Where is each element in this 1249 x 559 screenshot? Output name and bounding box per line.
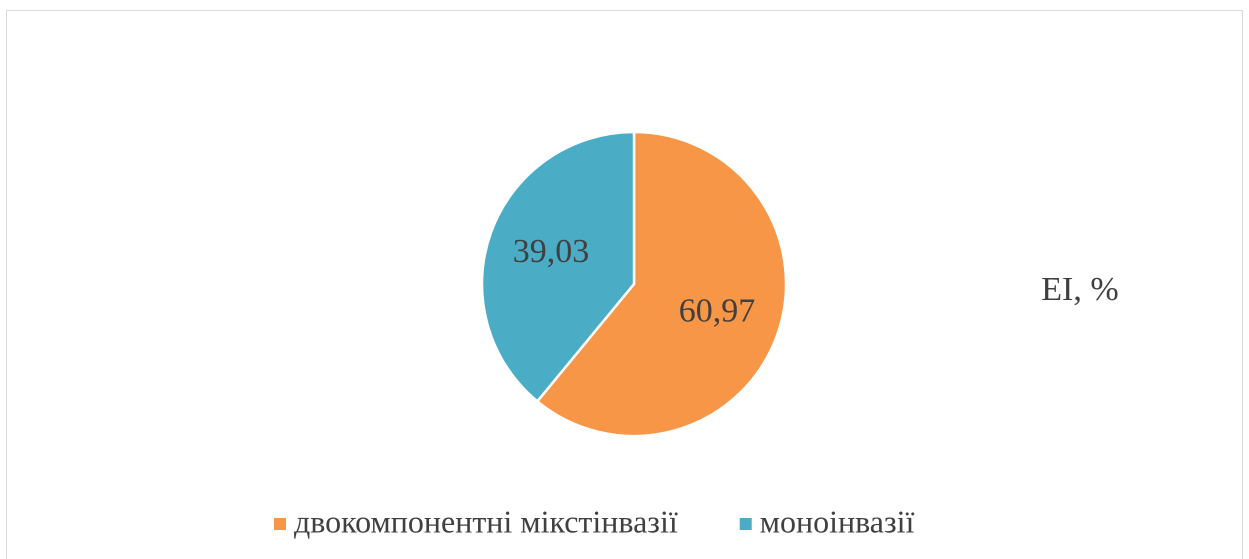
legend-marker [739,518,752,530]
legend-marker [274,518,286,530]
data-label: 39,03 [513,233,590,270]
pie-slice [480,130,636,404]
chart-title: EI, % [1041,271,1118,308]
data-label: 60,97 [679,293,756,330]
chart-border [6,10,1243,559]
legend-label: двокомпонентні мікстінвазії [294,503,678,539]
pie-slice [535,130,788,438]
legend-label: моноінвазії [760,503,915,539]
